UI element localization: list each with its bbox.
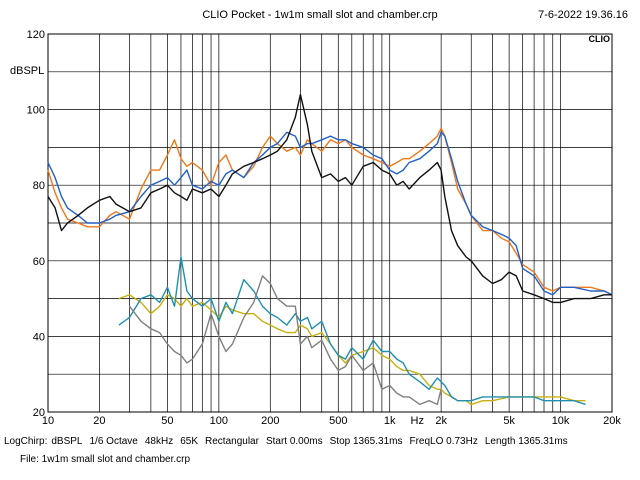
y-axis-label: dBSPL (10, 65, 44, 77)
settings-item: 1/6 Octave (89, 436, 138, 447)
x-tick-label: 2k (435, 415, 447, 427)
y-tick-label: 60 (33, 256, 45, 268)
settings-item: Start 0.00ms (265, 436, 323, 447)
settings-bar: LogChirp: dBSPL 1/6 Octave 48kHz 65K Rectangu… (4, 436, 575, 447)
series-line-5 (118, 256, 586, 406)
x-tick-label: 200 (261, 415, 279, 427)
chart-title: CLIO Pocket - 1w1m small slot and chambe… (202, 9, 438, 21)
x-tick-label: 20k (603, 415, 621, 427)
y-tick-label: 40 (33, 331, 45, 343)
x-tick-label: 500 (329, 415, 347, 427)
series-line-3 (47, 93, 612, 304)
x-tick-label: 5k (503, 415, 515, 427)
x-axis-label: Hz (411, 415, 424, 427)
series-line-1 (47, 127, 613, 296)
settings-item: 48kHz (144, 436, 174, 447)
settings-item: Rectangular (205, 436, 259, 447)
x-tick-label: 10 (42, 415, 54, 427)
settings-item: LogChirp: (4, 436, 48, 447)
file-label: File: 1w1m small slot and chamber.crp (20, 454, 191, 465)
y-tick-label: 120 (27, 29, 45, 41)
x-tick-label: 10k (552, 415, 570, 427)
clio-logo: CLIO (589, 34, 611, 44)
y-tick-label: 80 (33, 180, 45, 192)
datetime-label: 7-6-2022 19.36.16 (538, 9, 628, 21)
series-line-6 (128, 275, 442, 406)
settings-item: dBSPL (51, 436, 83, 447)
y-tick-label: 20 (33, 407, 45, 419)
x-tick-label: 100 (210, 415, 228, 427)
x-tick-label: 20 (93, 415, 105, 427)
x-tick-label: 50 (161, 415, 173, 427)
x-tick-label: 1k (384, 415, 396, 427)
series-line-2 (47, 131, 613, 296)
settings-item: 65K (180, 436, 199, 447)
settings-item: Length 1365.31ms (484, 436, 568, 447)
y-tick-label: 100 (27, 105, 45, 117)
settings-item: FreqLO 0.73Hz (409, 436, 478, 447)
settings-item: Stop 1365.31ms (329, 436, 403, 447)
